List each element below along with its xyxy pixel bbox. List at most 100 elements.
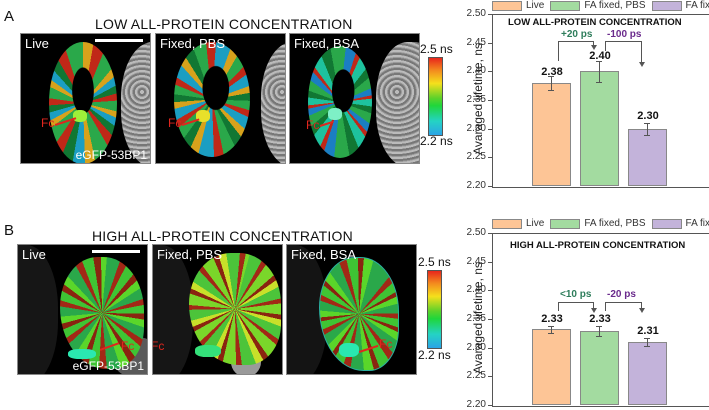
y-tick: 2.25: [466, 151, 486, 162]
focus-spot: [68, 349, 96, 359]
diff-label-live-pbs: <10 ps: [560, 289, 592, 300]
image-label: Fixed, BSA: [294, 36, 360, 51]
tick-mark: [488, 405, 492, 406]
y-tick: 2.20: [466, 399, 486, 410]
image-label: Live: [22, 247, 46, 262]
bar-fa-bsa: [628, 342, 667, 405]
micrograph-b-live: Live eGFP-53BP1 Fc: [17, 244, 148, 375]
focus-spot: [73, 110, 87, 122]
image-label: Fixed, PBS: [160, 36, 226, 51]
tick-mark: [488, 186, 492, 187]
colorbar-max-label: 2.5 ns: [418, 255, 451, 269]
arrow-down-icon: [591, 308, 597, 313]
focus-spot: [195, 345, 221, 357]
y-tick: 2.35: [466, 313, 486, 324]
diff-label-pbs-bsa: -100 ps: [607, 29, 642, 40]
tick-mark: [488, 157, 492, 158]
stain-label: eGFP-53BP1: [72, 359, 144, 373]
legend-swatch: [550, 0, 581, 11]
tick-mark: [488, 100, 492, 101]
error-cap: [548, 333, 554, 334]
error-cap: [644, 346, 650, 347]
nucleus-flim: [319, 257, 399, 371]
micrograph-b-fixed-bsa: Fixed, BSA Fc: [286, 244, 417, 375]
legend-item-fa-pbs: FA fixed, PBS: [550, 0, 646, 11]
diff-bracket-1: [558, 302, 594, 311]
scale-bar: [95, 39, 143, 42]
colorbar-min-label: 2.2 ns: [418, 348, 451, 362]
tick-mark: [488, 14, 492, 15]
focus-label: Fc: [379, 337, 393, 351]
legend-swatch: [492, 0, 522, 11]
bracket-drop: [593, 41, 594, 46]
error-cap: [644, 338, 650, 339]
legend-label: Live: [526, 0, 545, 11]
bar-value-fa-pbs: 2.33: [589, 313, 611, 325]
panel-letter-b: B: [4, 222, 15, 239]
scale-bar: [92, 250, 140, 253]
y-tick: 2.30: [466, 123, 486, 134]
y-tick: 2.20: [466, 180, 486, 191]
legend-swatch: [492, 218, 522, 229]
y-tick: 2.25: [466, 370, 486, 381]
tick-mark: [488, 348, 492, 349]
bar-chart-high-concentration: Live FA fixed, PBS FA fixed, BSA Avarage…: [450, 218, 709, 410]
focus-label: Fc: [168, 116, 182, 130]
error-cap: [596, 61, 602, 62]
diff-bracket-1: [558, 41, 594, 61]
legend-item-fa-pbs: FA fixed, PBS: [550, 218, 646, 229]
arrow-down-icon: [591, 45, 597, 50]
tick-mark: [488, 319, 492, 320]
error-cap: [548, 90, 554, 91]
diff-bracket-2: [605, 41, 642, 51]
y-tick: 2.50: [466, 8, 486, 19]
diff-bracket-2: [605, 302, 642, 311]
neighbor-cell: [18, 245, 58, 374]
tick-mark: [488, 290, 492, 291]
nucleus-flim: [174, 42, 250, 157]
micrograph-a-fixed-pbs: Fixed, PBS Fc: [155, 33, 286, 164]
error-bar: [551, 76, 552, 90]
error-bar: [599, 61, 600, 82]
tick-mark: [488, 262, 492, 263]
bar-value-fa-bsa: 2.30: [637, 110, 659, 122]
lifetime-colorbar: [427, 270, 442, 349]
y-tick: 2.40: [466, 65, 486, 76]
arrow-down-icon: [639, 308, 645, 313]
neighbor-cell: [153, 245, 193, 374]
error-bar: [599, 326, 600, 336]
neighbor-cell: [376, 42, 419, 163]
error-cap: [548, 76, 554, 77]
legend-label: Live: [526, 218, 545, 229]
error-bar: [647, 338, 648, 346]
error-cap: [596, 82, 602, 83]
panel-letter-a: A: [4, 8, 15, 25]
error-cap: [548, 326, 554, 327]
error-bar: [551, 326, 552, 333]
diff-label-live-pbs: +20 ps: [561, 29, 593, 40]
focus-spot: [328, 108, 342, 120]
error-cap: [644, 135, 650, 136]
tick-mark: [488, 43, 492, 44]
legend-item-live: Live: [492, 0, 544, 11]
legend-label: FA fixed, BSA: [685, 218, 709, 229]
bar-chart-low-concentration: Live FA fixed, PBS FA fixed, BSA Avarage…: [450, 0, 709, 200]
stain-label: eGFP-53BP1: [75, 148, 147, 162]
bracket-drop: [641, 302, 642, 309]
bracket-drop: [641, 41, 642, 63]
legend-item-fa-bsa: FA fixed, BSA: [651, 0, 709, 11]
bar-value-fa-pbs: 2.40: [589, 50, 611, 62]
legend-label: FA fixed, PBS: [584, 218, 646, 229]
tick-mark: [488, 376, 492, 377]
legend-label: FA fixed, PBS: [584, 0, 646, 11]
neighbor-cell: [261, 42, 285, 163]
legend-item-fa-bsa: FA fixed, BSA: [651, 218, 709, 229]
chart-legend: Live FA fixed, PBS FA fixed, BSA: [492, 218, 709, 229]
focus-label: Fc: [41, 116, 55, 130]
error-cap: [644, 123, 650, 124]
micrograph-b-fixed-pbs: Fixed, PBS Fc: [152, 244, 283, 375]
bar-fa-pbs: [580, 331, 619, 405]
panel-a-title: LOW ALL-PROTEIN CONCENTRATION: [95, 16, 353, 32]
nucleus-flim: [49, 42, 117, 163]
bar-value-fa-bsa: 2.31: [637, 325, 659, 337]
